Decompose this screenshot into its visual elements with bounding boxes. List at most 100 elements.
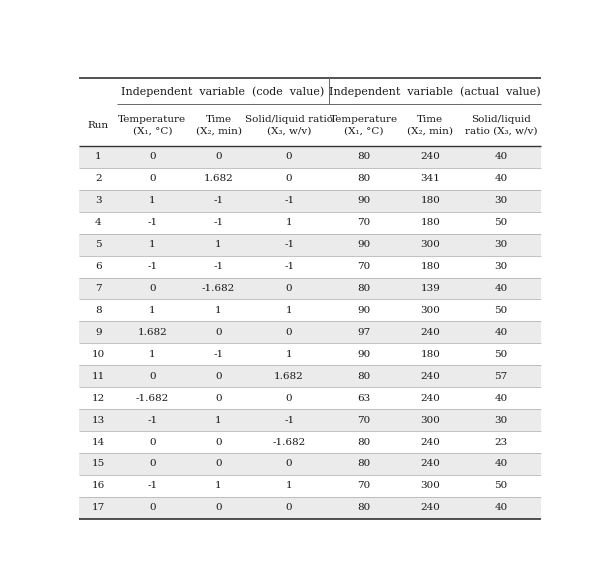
Text: 139: 139 bbox=[420, 284, 440, 293]
Text: 70: 70 bbox=[358, 218, 371, 227]
Text: 0: 0 bbox=[149, 153, 155, 161]
Text: 180: 180 bbox=[420, 262, 440, 271]
Text: 0: 0 bbox=[215, 394, 222, 403]
Text: 50: 50 bbox=[494, 218, 508, 227]
Text: 3: 3 bbox=[95, 196, 102, 205]
Text: 1: 1 bbox=[286, 218, 292, 227]
Text: 1: 1 bbox=[215, 416, 222, 424]
Bar bbox=[79, 431, 541, 453]
Text: 180: 180 bbox=[420, 218, 440, 227]
Text: 1: 1 bbox=[149, 196, 155, 205]
Text: 240: 240 bbox=[420, 153, 440, 161]
Text: 40: 40 bbox=[494, 460, 508, 468]
Bar bbox=[79, 497, 541, 519]
Text: 7: 7 bbox=[95, 284, 102, 293]
Bar bbox=[79, 104, 541, 146]
Text: Time
(X₂, min): Time (X₂, min) bbox=[195, 115, 241, 135]
Text: 300: 300 bbox=[420, 481, 440, 490]
Text: -1: -1 bbox=[147, 262, 157, 271]
Text: 6: 6 bbox=[95, 262, 102, 271]
Text: 1: 1 bbox=[215, 481, 222, 490]
Text: 11: 11 bbox=[91, 372, 105, 381]
Bar bbox=[79, 387, 541, 409]
Text: 90: 90 bbox=[358, 196, 371, 205]
Text: 10: 10 bbox=[91, 350, 105, 359]
Text: -1: -1 bbox=[147, 416, 157, 424]
Bar bbox=[79, 234, 541, 255]
Text: 50: 50 bbox=[494, 350, 508, 359]
Text: 80: 80 bbox=[358, 153, 371, 161]
Bar bbox=[79, 190, 541, 212]
Text: 70: 70 bbox=[358, 481, 371, 490]
Text: 30: 30 bbox=[494, 240, 508, 249]
Text: 70: 70 bbox=[358, 416, 371, 424]
Text: 80: 80 bbox=[358, 174, 371, 183]
Bar bbox=[79, 146, 541, 168]
Text: 240: 240 bbox=[420, 394, 440, 403]
Text: 240: 240 bbox=[420, 372, 440, 381]
Text: 15: 15 bbox=[91, 460, 105, 468]
Text: 90: 90 bbox=[358, 240, 371, 249]
Text: 40: 40 bbox=[494, 394, 508, 403]
Text: 90: 90 bbox=[358, 350, 371, 359]
Text: 50: 50 bbox=[494, 481, 508, 490]
Text: 1: 1 bbox=[149, 306, 155, 315]
Text: Independent  variable  (actual  value): Independent variable (actual value) bbox=[329, 86, 541, 96]
Text: 1: 1 bbox=[215, 306, 222, 315]
Text: 30: 30 bbox=[494, 416, 508, 424]
Text: -1: -1 bbox=[214, 350, 224, 359]
Text: 57: 57 bbox=[494, 372, 508, 381]
Text: 1: 1 bbox=[286, 481, 292, 490]
Text: Independent  variable  (code  value): Independent variable (code value) bbox=[122, 86, 325, 96]
Text: 8: 8 bbox=[95, 306, 102, 315]
Text: 300: 300 bbox=[420, 416, 440, 424]
Text: -1: -1 bbox=[284, 196, 294, 205]
Text: 90: 90 bbox=[358, 306, 371, 315]
Text: 40: 40 bbox=[494, 284, 508, 293]
Text: 0: 0 bbox=[286, 284, 292, 293]
Text: 240: 240 bbox=[420, 437, 440, 447]
Text: 70: 70 bbox=[358, 262, 371, 271]
Text: 80: 80 bbox=[358, 437, 371, 447]
Text: 63: 63 bbox=[358, 394, 371, 403]
Text: 0: 0 bbox=[215, 503, 222, 512]
Text: 12: 12 bbox=[91, 394, 105, 403]
Text: 1: 1 bbox=[286, 306, 292, 315]
Text: 50: 50 bbox=[494, 306, 508, 315]
Text: -1: -1 bbox=[147, 481, 157, 490]
Text: 180: 180 bbox=[420, 196, 440, 205]
Text: 0: 0 bbox=[149, 437, 155, 447]
Text: Solid/liquid
ratio (X₃, w/v): Solid/liquid ratio (X₃, w/v) bbox=[465, 115, 537, 135]
Bar bbox=[79, 343, 541, 365]
Text: 341: 341 bbox=[420, 174, 440, 183]
Text: 30: 30 bbox=[494, 196, 508, 205]
Text: 1.682: 1.682 bbox=[204, 174, 234, 183]
Text: 300: 300 bbox=[420, 240, 440, 249]
Bar bbox=[79, 255, 541, 278]
Text: 1: 1 bbox=[149, 240, 155, 249]
Text: 40: 40 bbox=[494, 328, 508, 337]
Bar bbox=[79, 365, 541, 387]
Bar bbox=[79, 475, 541, 497]
Text: 0: 0 bbox=[215, 437, 222, 447]
Text: -1.682: -1.682 bbox=[202, 284, 235, 293]
Text: 30: 30 bbox=[494, 262, 508, 271]
Text: 180: 180 bbox=[420, 350, 440, 359]
Text: 1: 1 bbox=[286, 350, 292, 359]
Text: 16: 16 bbox=[91, 481, 105, 490]
Text: 0: 0 bbox=[149, 460, 155, 468]
Text: 14: 14 bbox=[91, 437, 105, 447]
Text: 0: 0 bbox=[215, 372, 222, 381]
Text: 240: 240 bbox=[420, 460, 440, 468]
Text: Run: Run bbox=[88, 121, 109, 130]
Text: 40: 40 bbox=[494, 153, 508, 161]
Text: 0: 0 bbox=[149, 284, 155, 293]
Text: 1: 1 bbox=[215, 240, 222, 249]
Text: 0: 0 bbox=[286, 153, 292, 161]
Text: -1.682: -1.682 bbox=[272, 437, 306, 447]
Text: 0: 0 bbox=[286, 174, 292, 183]
Text: 23: 23 bbox=[494, 437, 508, 447]
Text: 1: 1 bbox=[149, 350, 155, 359]
Text: 40: 40 bbox=[494, 174, 508, 183]
Text: 0: 0 bbox=[215, 460, 222, 468]
